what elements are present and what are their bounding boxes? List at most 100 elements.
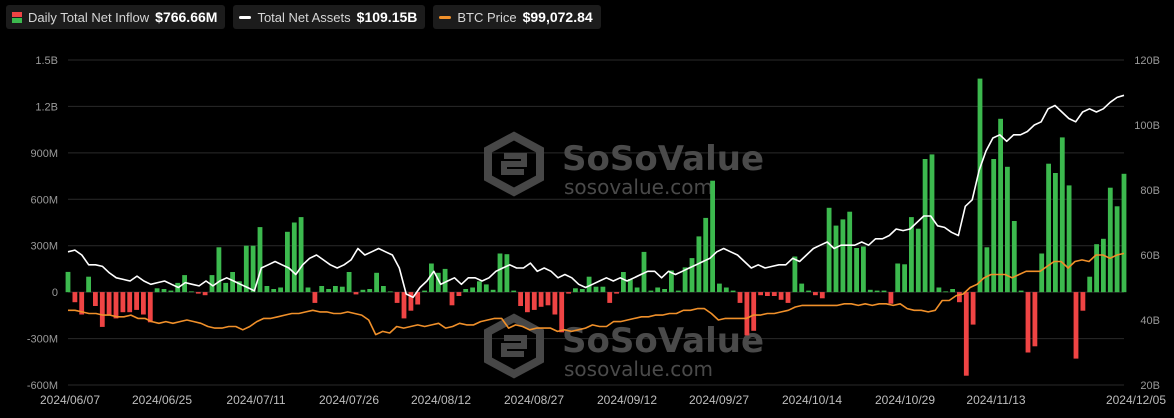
inflow-bar[interactable] (991, 159, 997, 293)
inflow-bar[interactable] (854, 248, 859, 293)
inflow-bar[interactable] (600, 286, 606, 293)
inflow-bar[interactable] (1107, 187, 1113, 293)
inflow-bar[interactable] (147, 292, 153, 323)
inflow-bar[interactable] (669, 270, 674, 293)
inflow-bar[interactable] (559, 292, 565, 333)
inflow-bar[interactable] (367, 289, 373, 293)
inflow-bar[interactable] (607, 292, 613, 303)
inflow-bar[interactable] (847, 211, 853, 293)
inflow-bar[interactable] (353, 292, 359, 295)
inflow-bar[interactable] (758, 292, 763, 296)
inflow-bar[interactable] (1059, 137, 1065, 293)
inflow-bar[interactable] (525, 292, 530, 313)
inflow-bar[interactable] (339, 286, 345, 293)
inflow-bar[interactable] (387, 291, 393, 293)
inflow-bar[interactable] (106, 292, 112, 315)
inflow-bar[interactable] (662, 289, 667, 293)
inflow-bar[interactable] (799, 283, 805, 293)
inflow-bar[interactable] (161, 289, 167, 293)
inflow-bar[interactable] (168, 290, 174, 293)
inflow-bar[interactable] (1114, 206, 1120, 293)
inflow-bar[interactable] (278, 287, 283, 293)
inflow-bar[interactable] (483, 284, 489, 293)
inflow-bar[interactable] (333, 286, 338, 293)
inflow-bar[interactable] (902, 264, 907, 293)
inflow-bar[interactable] (401, 292, 407, 319)
inflow-bar[interactable] (72, 292, 78, 303)
inflow-bar[interactable] (381, 286, 386, 293)
inflow-bar[interactable] (134, 292, 139, 310)
inflow-bar[interactable] (771, 292, 777, 296)
inflow-bar[interactable] (909, 217, 914, 293)
inflow-bar[interactable] (504, 254, 510, 293)
inflow-bar[interactable] (710, 180, 715, 293)
inflow-bar[interactable] (127, 292, 133, 313)
inflow-bar[interactable] (490, 289, 496, 293)
inflow-bar[interactable] (298, 217, 304, 293)
inflow-bar[interactable] (895, 263, 901, 293)
inflow-bar[interactable] (874, 290, 880, 293)
inflow-bar[interactable] (291, 222, 297, 293)
inflow-bar[interactable] (442, 268, 448, 293)
inflow-bar[interactable] (573, 288, 578, 293)
inflow-bar[interactable] (778, 292, 784, 300)
inflow-bar[interactable] (915, 228, 921, 293)
inflow-bar[interactable] (806, 290, 811, 293)
inflow-bar[interactable] (929, 154, 935, 293)
inflow-bar[interactable] (545, 292, 551, 306)
inflow-bar[interactable] (586, 276, 592, 293)
inflow-bar[interactable] (579, 289, 585, 293)
inflow-bar[interactable] (614, 292, 619, 294)
inflow-bar[interactable] (408, 292, 414, 311)
inflow-bar[interactable] (141, 292, 146, 315)
inflow-bar[interactable] (429, 263, 434, 293)
inflow-bar[interactable] (1032, 292, 1038, 347)
inflow-bar[interactable] (819, 292, 825, 299)
inflow-bar[interactable] (943, 291, 949, 293)
legend-item-net-inflow[interactable]: Daily Total Net Inflow $766.66M (6, 5, 226, 29)
inflow-bar[interactable] (394, 292, 400, 303)
inflow-bar[interactable] (963, 292, 969, 376)
inflow-bar[interactable] (936, 287, 942, 293)
inflow-bar[interactable] (1073, 292, 1079, 359)
inflow-bar[interactable] (922, 159, 928, 293)
inflow-bar[interactable] (723, 287, 729, 293)
inflow-bar[interactable] (86, 276, 91, 293)
inflow-bar[interactable] (833, 225, 839, 293)
inflow-bar[interactable] (326, 289, 331, 293)
inflow-bar[interactable] (305, 287, 311, 293)
inflow-bar[interactable] (792, 256, 798, 293)
inflow-bar[interactable] (1080, 292, 1086, 311)
inflow-bar[interactable] (422, 290, 427, 293)
inflow-bar[interactable] (648, 290, 654, 293)
inflow-bar[interactable] (531, 292, 537, 310)
inflow-bar[interactable] (243, 245, 249, 293)
inflow-bar[interactable] (765, 292, 770, 296)
inflow-bar[interactable] (250, 245, 256, 293)
inflow-bar[interactable] (1121, 173, 1127, 293)
inflow-bar[interactable] (456, 292, 462, 296)
inflow-bar[interactable] (998, 118, 1003, 293)
inflow-bar[interactable] (566, 292, 571, 294)
inflow-bar[interactable] (477, 281, 482, 293)
inflow-bar[interactable] (189, 291, 194, 293)
inflow-bar[interactable] (93, 292, 98, 306)
inflow-bar[interactable] (1101, 238, 1106, 293)
inflow-bar[interactable] (1087, 276, 1093, 293)
inflow-bar[interactable] (888, 292, 894, 304)
inflow-bar[interactable] (257, 227, 263, 293)
inflow-bar[interactable] (1094, 244, 1099, 293)
inflow-bar[interactable] (237, 281, 242, 293)
inflow-bar[interactable] (881, 290, 887, 293)
inflow-bar[interactable] (813, 292, 818, 296)
inflow-bar[interactable] (717, 283, 722, 293)
inflow-bar[interactable] (627, 279, 633, 293)
inflow-bar[interactable] (1039, 253, 1045, 293)
inflow-bar[interactable] (195, 292, 201, 294)
inflow-bar[interactable] (744, 292, 750, 336)
inflow-bar[interactable] (65, 271, 71, 293)
inflow-bar[interactable] (957, 292, 962, 303)
inflow-bar[interactable] (703, 217, 709, 293)
inflow-bar[interactable] (1005, 166, 1010, 293)
legend-item-total-net-assets[interactable]: Total Net Assets $109.15B (233, 5, 426, 29)
